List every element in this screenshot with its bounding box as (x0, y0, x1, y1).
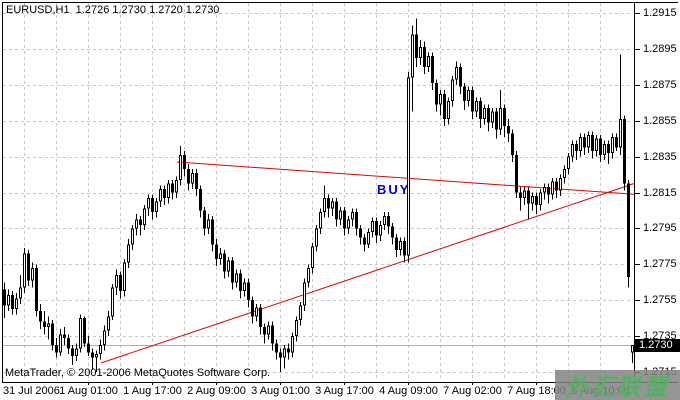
time-axis-label: 7 Aug 02:00 (443, 385, 502, 397)
price-axis-label: 1.2835 (643, 151, 677, 163)
time-axis-label: 7 Aug 18:00 (507, 385, 566, 397)
price-axis-label: 1.2895 (643, 43, 677, 55)
price-axis-label: 1.2915 (643, 7, 677, 19)
time-axis-label: 4 Aug 09:00 (379, 385, 438, 397)
time-axis-label: 3 Aug 17:00 (315, 385, 374, 397)
time-axis-label: 1 Aug 17:00 (123, 385, 182, 397)
time-axis-label: 2 Aug 09:00 (187, 385, 246, 397)
price-axis-label: 1.2755 (643, 294, 677, 306)
buy-annotation: BUY (377, 182, 411, 197)
price-axis-label: 1.2855 (643, 115, 677, 127)
copyright-label: MetaTrader, © 2001-2006 MetaQuotes Softw… (5, 367, 271, 379)
current-price-box: 1.2730 (634, 339, 680, 352)
symbol-ohlc-readout: EURUSD,H1 1.2726 1.2730 1.2720 1.2730 (6, 4, 220, 16)
price-axis-label: 1.2775 (643, 258, 677, 270)
watermark-text: 外汇联盟 (565, 374, 670, 400)
price-axis-label: 1.2795 (643, 222, 677, 234)
watermark: 外汇联盟 (555, 370, 680, 400)
time-axis-label: 31 Jul 2006 (3, 385, 60, 397)
price-axis-label: 1.2735 (643, 330, 677, 342)
time-axis-label: 3 Aug 01:00 (251, 385, 310, 397)
time-axis-label: 1 Aug 01:00 (59, 385, 118, 397)
price-axis-label: 1.2875 (643, 79, 677, 91)
price-axis-label: 1.2815 (643, 187, 677, 199)
